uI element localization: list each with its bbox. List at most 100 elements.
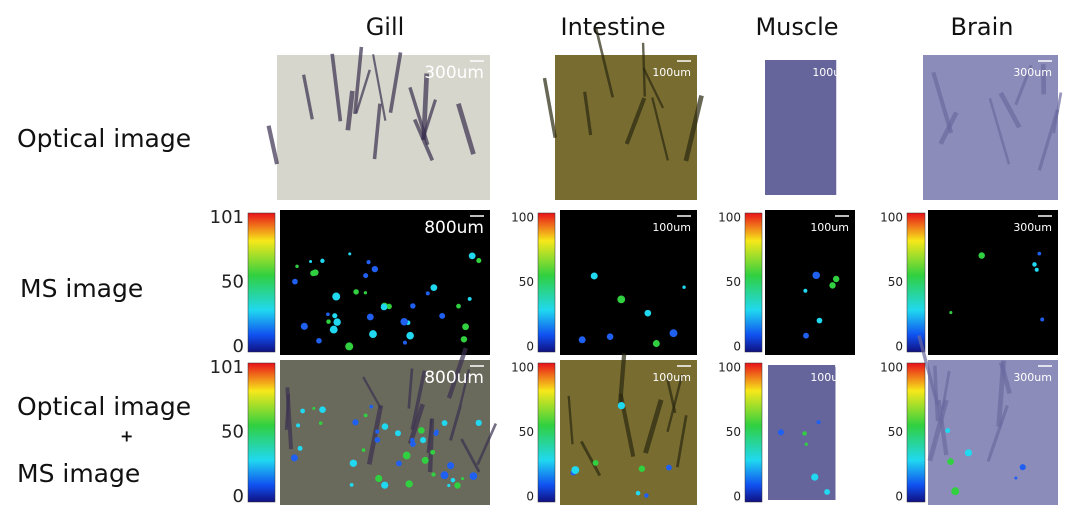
column-header: Gill (366, 13, 405, 41)
tissue-streak (459, 369, 471, 406)
colorbar-tick-label: 101 (210, 357, 244, 378)
image-panel: 100 50 0 300um (880, 334, 1058, 505)
ms-spot (349, 459, 358, 467)
ms-spot (434, 429, 439, 434)
ms-spot (666, 464, 672, 471)
ms-spot (396, 460, 402, 467)
ms-spot (824, 489, 831, 495)
ms-spot (1032, 262, 1037, 267)
colorbar-tick-label: 0 (733, 490, 741, 504)
tissue-streak (580, 440, 602, 477)
tissue-streak (931, 71, 954, 134)
ms-spot (318, 421, 323, 425)
scale-label: 100um (652, 371, 691, 384)
ms-spot (300, 322, 308, 330)
ms-spot (456, 303, 461, 309)
tissue-streak (651, 97, 669, 161)
tissue-streak (446, 347, 468, 399)
row-label: Optical image (17, 124, 191, 153)
ms-spot (617, 295, 626, 304)
colorbar-tick-label: 50 (519, 425, 534, 439)
ms-spot (405, 480, 413, 488)
ms-spot (310, 270, 317, 277)
ms-spot (816, 420, 821, 425)
ms-spot (366, 313, 374, 321)
ms-spot (333, 318, 341, 326)
ms-spot (326, 312, 330, 317)
colorbar (906, 212, 926, 353)
ms-spot (447, 462, 455, 470)
tissue-streak (372, 103, 382, 160)
ms-spot (475, 419, 482, 426)
ms-spot (296, 423, 301, 428)
column-header: Muscle (755, 13, 838, 41)
scale-label: 100um (652, 66, 691, 79)
ms-spot (345, 342, 354, 351)
ms-spot (441, 420, 448, 426)
ms-spot (812, 271, 820, 280)
row-label: MS image (17, 459, 140, 488)
tissue-streak (426, 418, 433, 453)
ms-spot (420, 437, 427, 444)
tissue-streak (624, 97, 647, 145)
ms-spot (606, 333, 614, 340)
ms-spot (421, 456, 429, 464)
ms-spot (461, 477, 465, 481)
colorbar (247, 212, 276, 353)
tissue-streak (542, 77, 557, 138)
ms-spot (832, 275, 840, 283)
ms-spot (406, 331, 414, 340)
colorbar-tick-label: 0 (233, 336, 244, 357)
ms-spot (410, 303, 416, 309)
ms-spot (353, 289, 359, 295)
ms-spot (802, 431, 807, 436)
tissue-streak (330, 53, 343, 122)
image-panel: 100um (762, 55, 857, 200)
panel-background (555, 55, 697, 200)
panel-background (928, 210, 1058, 355)
panel-background (280, 210, 490, 355)
tissue-streak (345, 90, 355, 131)
tissue-streak (421, 73, 430, 141)
ms-spot (652, 340, 660, 347)
ms-spot (316, 337, 322, 344)
colorbar-tick-label: 0 (895, 340, 903, 354)
ms-spot (439, 312, 446, 319)
ms-spot (290, 454, 298, 462)
colorbar-tick-label: 50 (726, 425, 741, 439)
ms-spot (371, 265, 379, 273)
colorbar (537, 212, 556, 353)
ms-spot (949, 311, 953, 315)
tissue-streak (427, 418, 435, 473)
colorbar-tick-label: 100 (718, 211, 741, 225)
ms-spot (1037, 251, 1042, 256)
ms-spot (454, 482, 461, 489)
tissue-streak (675, 415, 688, 468)
scale-label: 800um (424, 368, 484, 388)
ms-spot (394, 430, 401, 437)
scale-label: 100um (812, 66, 851, 79)
ms-spot (319, 406, 326, 413)
ms-spot (352, 419, 359, 426)
ms-spot (366, 260, 371, 265)
ms-spot (803, 332, 809, 339)
scale-label: 300um (424, 63, 484, 83)
ms-spot (638, 465, 646, 472)
tissue-streak (666, 374, 684, 433)
tissue-streak (372, 54, 387, 121)
tissue-streak (366, 404, 384, 465)
tissue-streak (355, 69, 371, 114)
ms-spot (964, 449, 973, 457)
ms-spot (295, 264, 299, 269)
ms-spot (410, 441, 416, 447)
colorbar-tick-label: 100 (880, 211, 903, 225)
colorbar (744, 212, 763, 353)
ms-spot (349, 483, 354, 487)
ms-spot (644, 493, 649, 498)
scale-label: 300um (1013, 371, 1052, 384)
row-label: MS image (20, 274, 143, 303)
tissue-streak (456, 103, 476, 155)
tissue (765, 60, 837, 195)
tissue-streak (1037, 109, 1060, 171)
colorbar-tick-label: 50 (519, 275, 534, 289)
